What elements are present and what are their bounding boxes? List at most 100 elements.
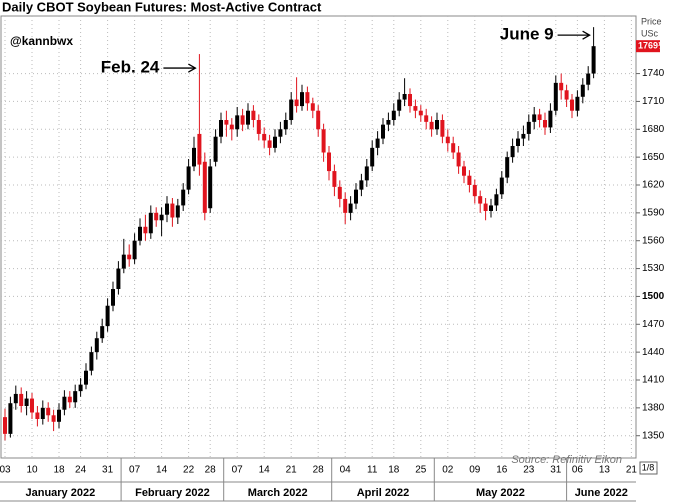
corner-box [639, 461, 658, 475]
candle-body [94, 338, 99, 353]
candle-body [51, 415, 56, 422]
candle-body [13, 393, 18, 404]
x-tick-label: 22 [183, 465, 195, 476]
candle-body [73, 391, 78, 403]
candle-body [424, 115, 429, 122]
candle-body [337, 186, 342, 199]
candle-body [251, 110, 256, 120]
candle-body [154, 212, 159, 221]
last-price-box [636, 40, 660, 53]
month-label: January 2022 [25, 487, 95, 499]
candle-body [381, 124, 385, 139]
candle-body [3, 417, 7, 434]
candle-body [273, 136, 277, 148]
y-tick-label: 1380 [642, 402, 665, 413]
candle-body [370, 147, 375, 167]
candle-body [321, 129, 326, 153]
candle-body [456, 152, 461, 167]
candle-body [278, 129, 283, 137]
candle-body [78, 384, 83, 392]
x-tick-label: 07 [232, 465, 244, 476]
candle-body [40, 407, 45, 419]
candle-body [413, 106, 418, 111]
x-tick-label: 09 [469, 465, 481, 476]
candle-body [35, 412, 40, 419]
candle-body [100, 326, 105, 339]
candle-body [224, 120, 229, 125]
candle-body [467, 175, 472, 185]
candle-body [267, 140, 272, 148]
candle-body [516, 138, 520, 146]
candle-body [332, 171, 337, 187]
candle-body [478, 196, 483, 204]
y-tick-label: 1530 [642, 263, 665, 274]
x-tick-label: 14 [259, 465, 271, 476]
x-tick-label: 11 [367, 465, 378, 476]
candle-body [445, 136, 450, 144]
y-tick-label: 1440 [642, 347, 665, 358]
candle-body [575, 96, 580, 111]
axis-label: Price [641, 16, 662, 26]
candle-body [229, 124, 234, 130]
x-tick-label: 23 [523, 465, 535, 476]
candle-body [364, 166, 369, 181]
candle-body [57, 409, 61, 422]
candle-body [294, 99, 299, 107]
candle-body [553, 82, 558, 111]
month-label: April 2022 [357, 487, 410, 499]
candle-body [397, 99, 402, 111]
candle-body [586, 73, 591, 85]
candle-body [300, 92, 304, 107]
x-tick-label: 07 [129, 465, 141, 476]
x-tick-label: 18 [388, 465, 400, 476]
month-label: May 2022 [476, 487, 525, 499]
candle-body [570, 99, 574, 111]
x-tick-label: 31 [550, 465, 562, 476]
y-tick-label: 1680 [642, 124, 665, 135]
candle-body [8, 403, 13, 434]
month-label: June 2022 [575, 487, 628, 499]
candle-body [159, 214, 164, 221]
candle-body [208, 166, 213, 209]
x-tick-label: 21 [626, 465, 638, 476]
x-tick-label: 04 [340, 465, 352, 476]
candle-body [526, 121, 531, 134]
y-tick-label: 1650 [642, 152, 665, 163]
corner-label: 1/8 [642, 462, 655, 472]
candle-body [327, 152, 331, 172]
month-label: March 2022 [248, 487, 308, 499]
annotation-arrowhead [188, 63, 197, 73]
x-tick-label: 10 [26, 465, 38, 476]
candle-body [283, 120, 288, 130]
y-tick-label: 1620 [642, 180, 665, 191]
candle-body [429, 121, 434, 130]
candle-body [494, 194, 499, 206]
candle-body [435, 120, 439, 130]
candle-body [175, 205, 180, 218]
candle-body [219, 120, 223, 137]
candle-body [591, 46, 596, 74]
x-tick-label: 14 [156, 465, 168, 476]
candle-body [440, 120, 445, 137]
candle-body [472, 185, 477, 197]
candle-body [559, 82, 564, 91]
candle-body [289, 99, 294, 120]
x-tick-label: 28 [313, 465, 325, 476]
candle-body [499, 177, 504, 195]
annotation-arrowhead [582, 30, 591, 40]
y-tick-label: 1470 [642, 319, 665, 330]
candle-body [89, 352, 94, 371]
candle-body [262, 133, 267, 141]
candle-body [510, 146, 515, 158]
candle-body [240, 115, 245, 125]
annotation: Feb. 24 [101, 58, 160, 77]
candle-body [354, 189, 358, 204]
candle-body [143, 226, 148, 234]
candle-body [305, 92, 310, 104]
y-tick-label: 1350 [642, 430, 665, 441]
candle-body [84, 370, 88, 385]
candle-body [521, 133, 526, 139]
month-label: February 2022 [135, 487, 210, 499]
